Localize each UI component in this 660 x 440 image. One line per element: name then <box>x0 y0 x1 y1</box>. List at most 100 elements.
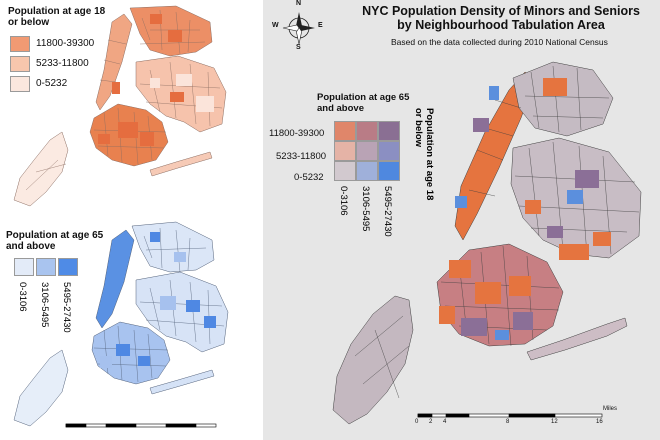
seniors-legend-title: Population at age 65 and above <box>6 230 116 252</box>
seniors-mid-3 <box>174 252 186 262</box>
bivariate-hot-5 <box>559 244 589 260</box>
bivariate-hot-4 <box>439 306 455 324</box>
seniors-legend-swatch-high <box>58 258 78 276</box>
scale-tick-4: 4 <box>443 419 447 425</box>
minors-hot-2 <box>168 30 182 42</box>
bivariate-hot-8 <box>525 200 541 214</box>
bivariate-cell-low-high <box>378 161 400 181</box>
minors-legend-swatch-mid <box>10 56 30 72</box>
minors-legend-title-line2: or below <box>8 17 50 28</box>
right-panel: N S W E NYC Population Density of Minors… <box>263 0 660 440</box>
minors-rockaway <box>149 151 213 177</box>
bivariate-blue-1 <box>489 86 499 100</box>
right-scale-bar <box>417 413 603 418</box>
bivariate-hot-7 <box>543 78 567 96</box>
minors-hot-7 <box>170 92 184 102</box>
scale-unit-label: Miles <box>603 406 618 412</box>
minors-legend-title-line1: Population at age 18 <box>8 6 106 17</box>
seniors-hot-2 <box>186 300 200 312</box>
scale-tick-8: 8 <box>506 419 510 425</box>
seniors-hot-3 <box>116 344 130 356</box>
bivariate-hot-6 <box>593 232 611 246</box>
minors-hot-1 <box>150 14 162 24</box>
bivariate-purple-1 <box>473 118 489 132</box>
north-arrow-icon <box>282 12 315 45</box>
compass-n-label: N <box>296 0 302 7</box>
seniors-bronx <box>131 221 215 273</box>
minors-hot-4 <box>118 122 138 138</box>
minors-legend-title: Population at age 18 or below <box>8 6 108 28</box>
map-title-line2: by Neighbourhood Tabulation Area <box>397 18 605 32</box>
bivariate-cell-mid-mid <box>356 141 378 161</box>
bivariate-legend-side-title: Population at age 18 or below <box>413 108 435 200</box>
bivariate-hot-2 <box>475 282 501 304</box>
bivariate-nta-lines-2 <box>524 65 610 133</box>
bivariate-blue-4 <box>495 330 509 340</box>
minors-legend-swatch-low <box>10 76 30 92</box>
seniors-rockaway <box>149 369 215 395</box>
scale-tick-0: 0 <box>415 419 419 425</box>
minors-light-1 <box>176 74 192 86</box>
minors-hot-5 <box>140 132 154 146</box>
minors-map <box>13 5 227 207</box>
seniors-brooklyn <box>91 321 171 385</box>
bivariate-legend-top-title-line1: Population at age 65 <box>317 92 410 103</box>
seniors-legend-label-low: 0-3106 <box>17 282 28 312</box>
compass-w-label: W <box>272 22 279 29</box>
minors-staten-island <box>13 131 69 207</box>
bivariate-cell-mid-low <box>334 141 356 161</box>
bivariate-blue-3 <box>455 196 467 208</box>
seniors-legend-label-mid: 3106-5495 <box>39 282 50 328</box>
minors-nta-lines-2 <box>99 39 127 83</box>
scale-tick-16: 16 <box>596 419 603 425</box>
scale-tick-2: 2 <box>429 419 433 425</box>
seniors-staten-island <box>13 349 69 427</box>
bivariate-cell-high-mid <box>356 121 378 141</box>
seniors-legend-title-line1: Population at age 65 <box>6 230 104 241</box>
bivariate-row-label-low: 0-5232 <box>294 172 324 183</box>
minors-legend-swatch-high <box>10 36 30 52</box>
bivariate-cell-high-low <box>334 121 356 141</box>
seniors-manhattan <box>95 229 135 329</box>
compass-s-label: S <box>296 44 301 51</box>
bivariate-purple-4 <box>575 170 599 188</box>
seniors-legend-label-high: 5495-27430 <box>61 282 72 333</box>
bivariate-map <box>332 61 642 425</box>
minors-light-2 <box>196 96 214 112</box>
minors-legend-label-low: 0-5232 <box>36 78 68 89</box>
seniors-mid-1 <box>160 296 176 310</box>
seniors-hot-4 <box>138 356 150 366</box>
minors-manhattan <box>95 13 133 111</box>
bivariate-legend-top-title-line2: and above <box>317 103 364 114</box>
compass-e-label: E <box>318 22 323 29</box>
bivariate-rockaway <box>526 317 628 361</box>
seniors-legend-swatch-low <box>14 258 34 276</box>
bivariate-purple-2 <box>461 318 487 336</box>
left-scale-bar <box>65 423 217 428</box>
bivariate-bronx <box>512 61 614 137</box>
bivariate-nta-lines-5 <box>354 315 410 399</box>
minors-nta-lines-5 <box>25 159 67 191</box>
minors-legend-label-high: 11800-39300 <box>36 38 95 49</box>
seniors-queens <box>135 271 229 353</box>
map-title-line1: NYC Population Density of Minors and Sen… <box>362 4 640 18</box>
bivariate-purple-3 <box>513 312 533 330</box>
bivariate-cell-high-high <box>378 121 400 141</box>
bivariate-blue-2 <box>567 190 583 204</box>
bivariate-staten-island <box>332 295 414 425</box>
seniors-hot-1 <box>150 232 160 242</box>
bivariate-col-label-low: 0-3106 <box>338 186 349 216</box>
bivariate-manhattan <box>454 71 536 241</box>
bivariate-cell-low-mid <box>356 161 378 181</box>
minors-hot-6 <box>98 134 110 144</box>
minors-legend-label-mid: 5233-11800 <box>36 58 89 69</box>
scale-tick-12: 12 <box>551 419 558 425</box>
bivariate-hot-3 <box>509 276 531 296</box>
left-panel: Population at age 18 or below 11800-3930… <box>0 0 263 440</box>
bivariate-col-label-high: 5495-27430 <box>382 186 393 237</box>
bivariate-nta-lines-1 <box>468 99 522 197</box>
bivariate-cell-low-low <box>334 161 356 181</box>
bivariate-legend-side-title-line2: or below <box>413 108 424 148</box>
minors-hot-3 <box>112 82 120 94</box>
bivariate-cell-mid-high <box>378 141 400 161</box>
